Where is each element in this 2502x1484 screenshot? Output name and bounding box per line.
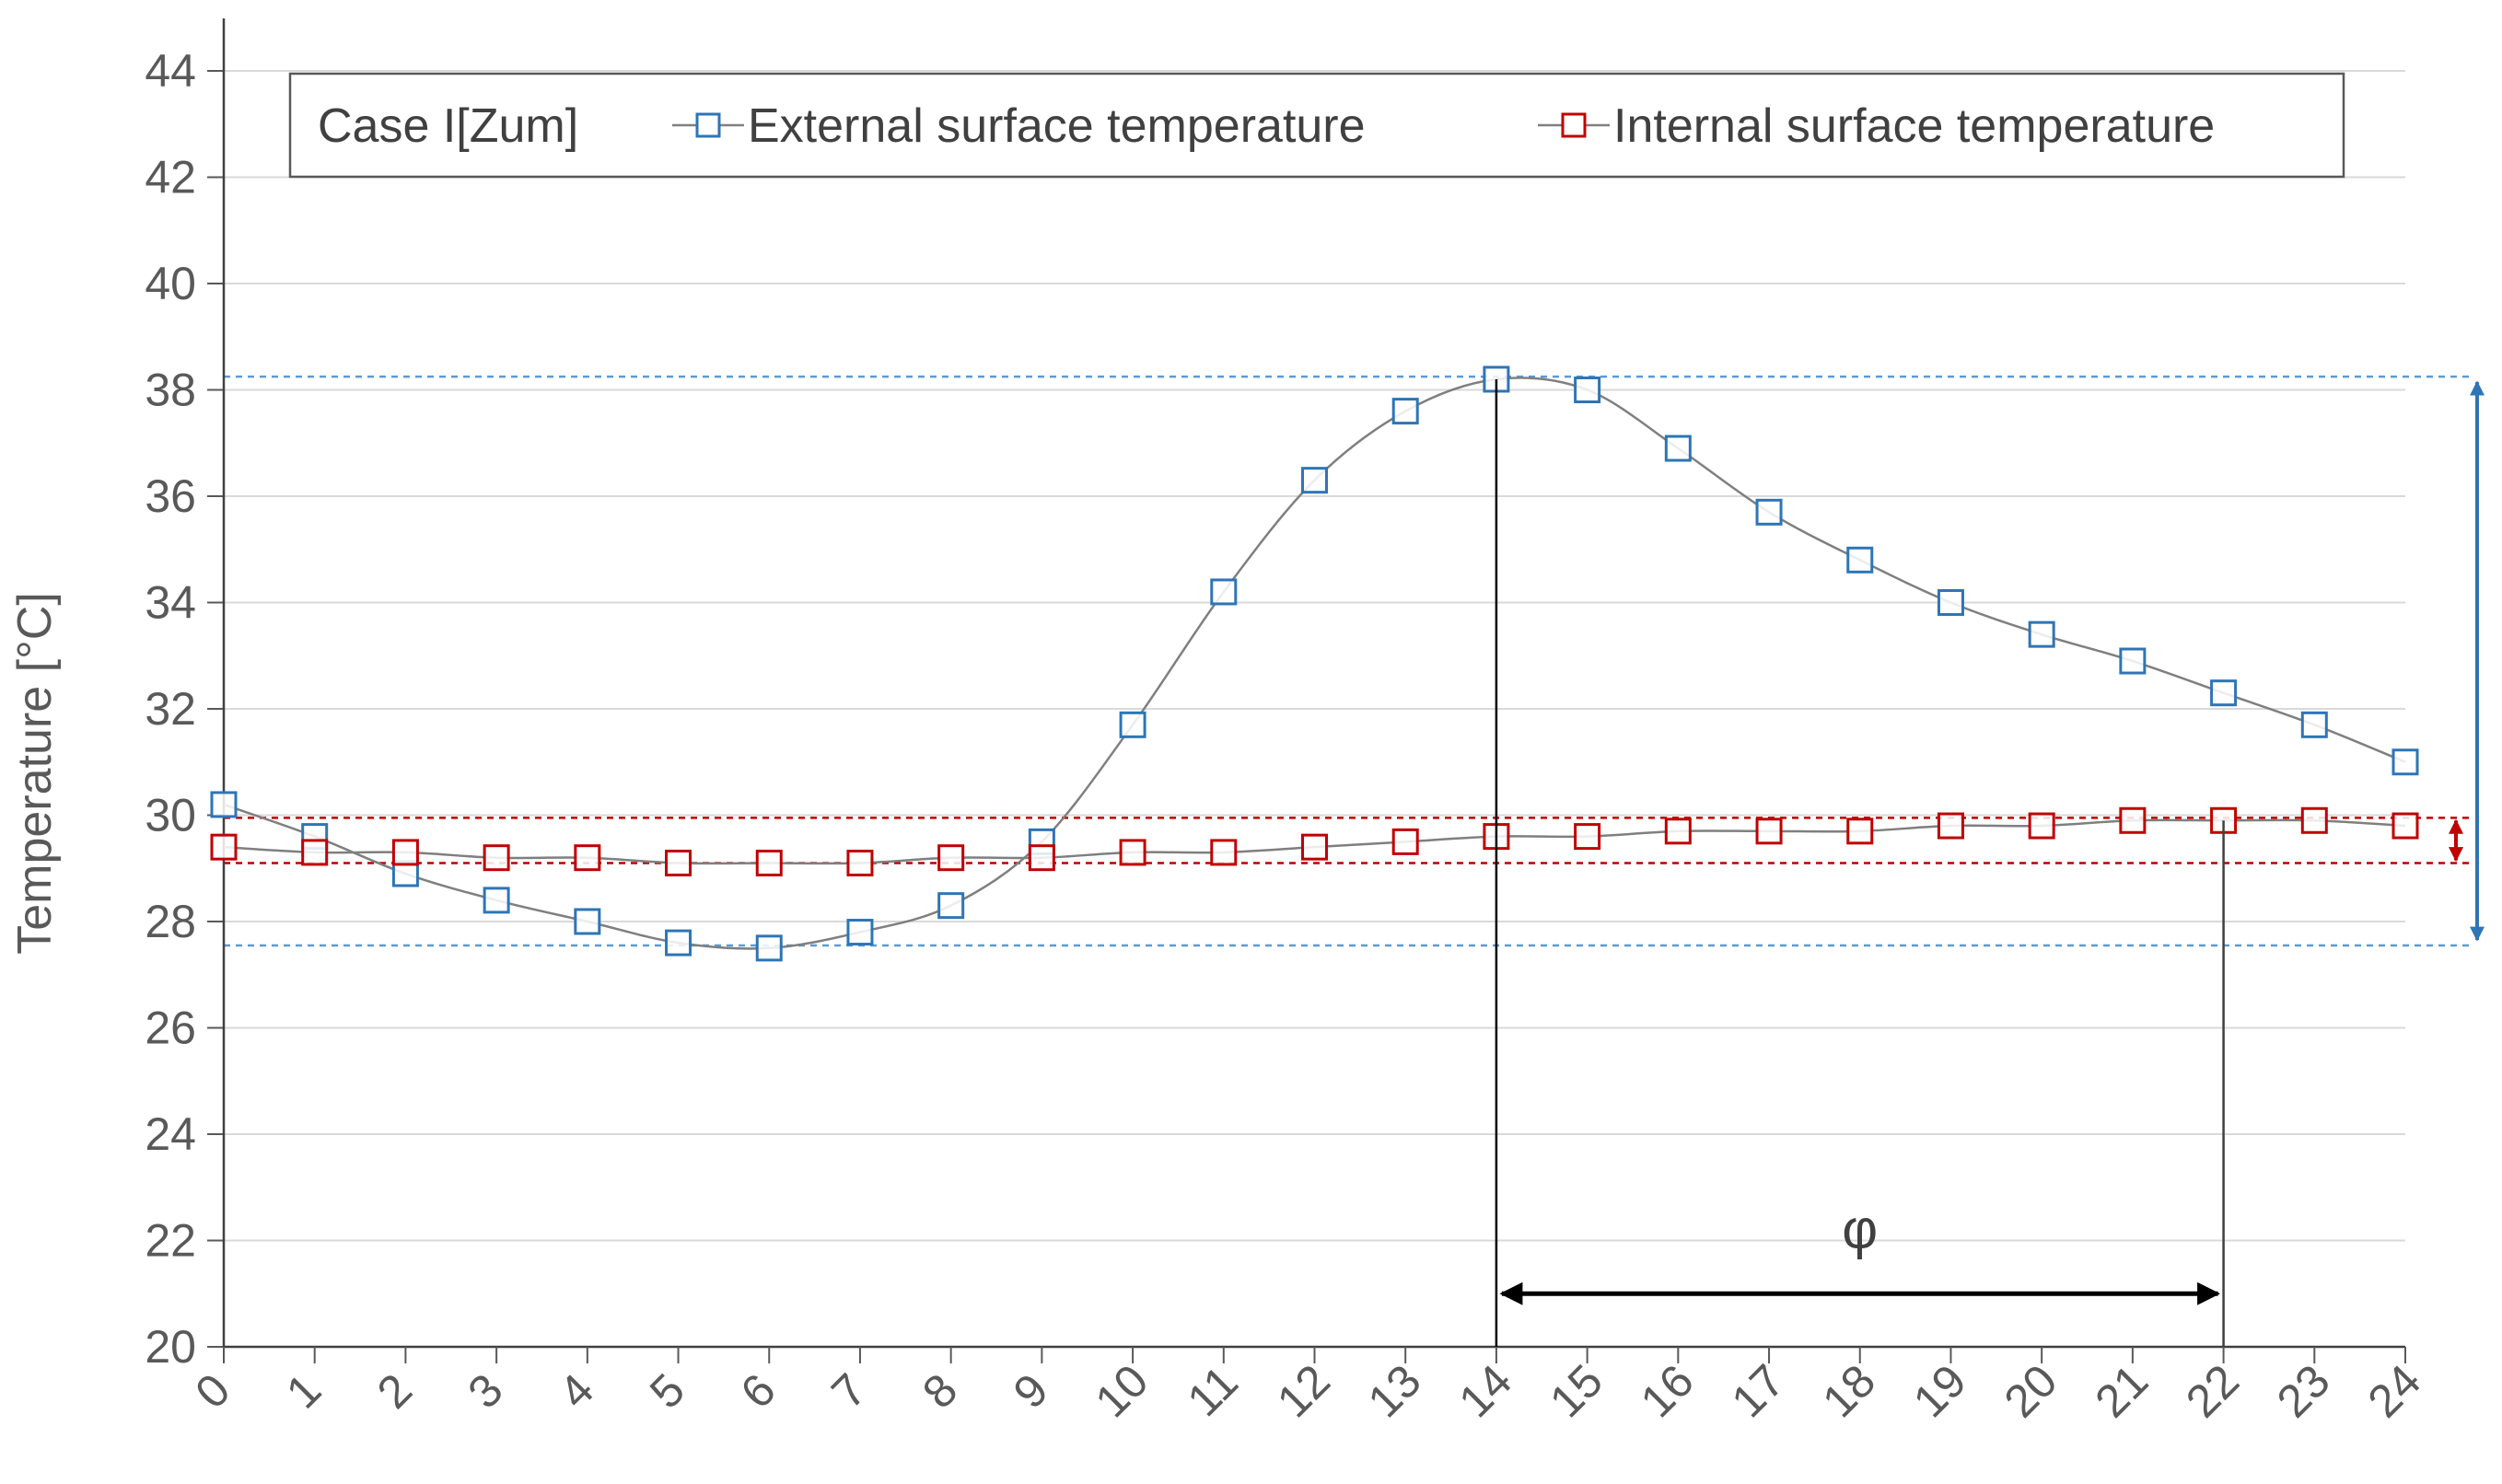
x-tick-label-4: 4: [549, 1363, 603, 1418]
y-tick-label-42: 42: [145, 152, 196, 203]
x-tick-label-24: 24: [2358, 1355, 2431, 1428]
y-tick-label-32: 32: [145, 683, 196, 735]
gridlines: [224, 70, 2405, 1242]
legend-internal-label: Internal surface temperature: [1613, 99, 2215, 153]
internal-point-3: [483, 844, 510, 872]
external-point-16: [1664, 435, 1692, 462]
x-tick-label-17: 17: [1722, 1355, 1795, 1428]
x-tick-label-15: 15: [1540, 1355, 1612, 1428]
legend-box: [288, 72, 2345, 179]
internal-point-9: [1028, 844, 1055, 872]
external-point-18: [1846, 546, 1874, 574]
x-tick-label-1: 1: [276, 1363, 331, 1418]
y-axis-title: Temperature [°C]: [8, 592, 62, 955]
internal-point-5: [665, 849, 692, 876]
external-point-20: [2028, 620, 2055, 648]
legend-case-label: Case I[Zum]: [318, 99, 578, 153]
internal-point-16: [1664, 817, 1692, 845]
external-point-21: [2119, 647, 2147, 675]
y-tick-label-44: 44: [145, 45, 196, 97]
external-point-8: [937, 892, 965, 920]
internal-point-13: [1391, 828, 1419, 855]
external-point-12: [1301, 467, 1328, 494]
external-point-11: [1210, 578, 1238, 606]
external-point-5: [665, 929, 692, 956]
x-tick-label-6: 6: [731, 1363, 786, 1418]
external-point-23: [2300, 711, 2328, 738]
y-tick-label-36: 36: [145, 470, 196, 522]
x-tick-label-7: 7: [821, 1363, 876, 1418]
x-tick-label-3: 3: [458, 1363, 512, 1418]
internal-point-0: [210, 833, 238, 861]
y-tick-label-30: 30: [145, 790, 196, 841]
x-tick-label-13: 13: [1358, 1355, 1431, 1428]
x-tick-label-2: 2: [367, 1363, 422, 1418]
internal-point-1: [301, 839, 329, 866]
external-point-4: [574, 908, 601, 935]
internal-point-8: [937, 844, 965, 872]
x-tick-label-8: 8: [913, 1363, 967, 1418]
internal-point-12: [1301, 833, 1328, 861]
x-tick-label-18: 18: [1812, 1355, 1885, 1428]
external-point-13: [1391, 398, 1419, 425]
external-point-6: [755, 934, 783, 962]
external-point-22: [2210, 679, 2238, 707]
y-tick-label-24: 24: [145, 1108, 196, 1160]
internal-point-2: [391, 839, 419, 866]
x-tick-label-11: 11: [1178, 1356, 1248, 1426]
external-point-3: [483, 887, 510, 914]
internal-point-24: [2391, 812, 2419, 840]
annotations: φ: [1495, 378, 2485, 1347]
x-tick-label-12: 12: [1267, 1355, 1340, 1428]
x-tick-label-16: 16: [1631, 1355, 1704, 1428]
y-tick-label-38: 38: [145, 365, 196, 416]
legend: Case I[Zum] External surface temperature I…: [288, 72, 2345, 179]
internal-point-15: [1574, 823, 1601, 851]
data-series: [210, 365, 2419, 962]
y-tick-label-26: 26: [145, 1003, 196, 1054]
internal-point-17: [1755, 817, 1783, 845]
legend-external-marker: [695, 112, 721, 138]
time-lag-label: φ: [1842, 1198, 1878, 1259]
legend-external-label: External surface temperature: [748, 99, 1366, 153]
internal-point-4: [574, 844, 601, 872]
y-tick-label-28: 28: [145, 896, 196, 947]
x-tick-label-5: 5: [640, 1363, 694, 1418]
internal-point-21: [2119, 806, 2147, 834]
internal-point-18: [1846, 817, 1874, 845]
internal-point-6: [755, 849, 783, 876]
x-tick-label-22: 22: [2176, 1355, 2249, 1428]
internal-point-20: [2028, 812, 2055, 840]
y-tick-label-22: 22: [145, 1215, 196, 1267]
x-tick-label-14: 14: [1449, 1355, 1521, 1428]
x-tick-label-19: 19: [1903, 1355, 1976, 1428]
external-point-24: [2391, 748, 2419, 776]
internal-point-7: [846, 849, 874, 876]
external-point-7: [846, 919, 874, 946]
x-tick-label-20: 20: [1995, 1355, 2067, 1428]
external-point-17: [1755, 498, 1783, 526]
x-tick-label-10: 10: [1086, 1355, 1158, 1428]
x-tick-label-9: 9: [1004, 1363, 1058, 1418]
internal-point-19: [1937, 812, 1964, 840]
x-tick-label-21: 21: [2085, 1355, 2158, 1428]
external-point-10: [1119, 711, 1146, 738]
external-point-15: [1574, 377, 1601, 403]
internal-point-11: [1210, 839, 1238, 866]
external-point-19: [1937, 589, 1964, 616]
y-tick-label-20: 20: [145, 1321, 196, 1373]
x-tick-label-23: 23: [2267, 1355, 2340, 1428]
external-point-0: [210, 791, 238, 818]
internal-point-10: [1119, 839, 1146, 866]
y-tick-label-34: 34: [145, 577, 196, 629]
legend-internal-marker: [1561, 112, 1587, 138]
internal-point-23: [2300, 806, 2328, 834]
y-tick-label-40: 40: [145, 258, 196, 309]
